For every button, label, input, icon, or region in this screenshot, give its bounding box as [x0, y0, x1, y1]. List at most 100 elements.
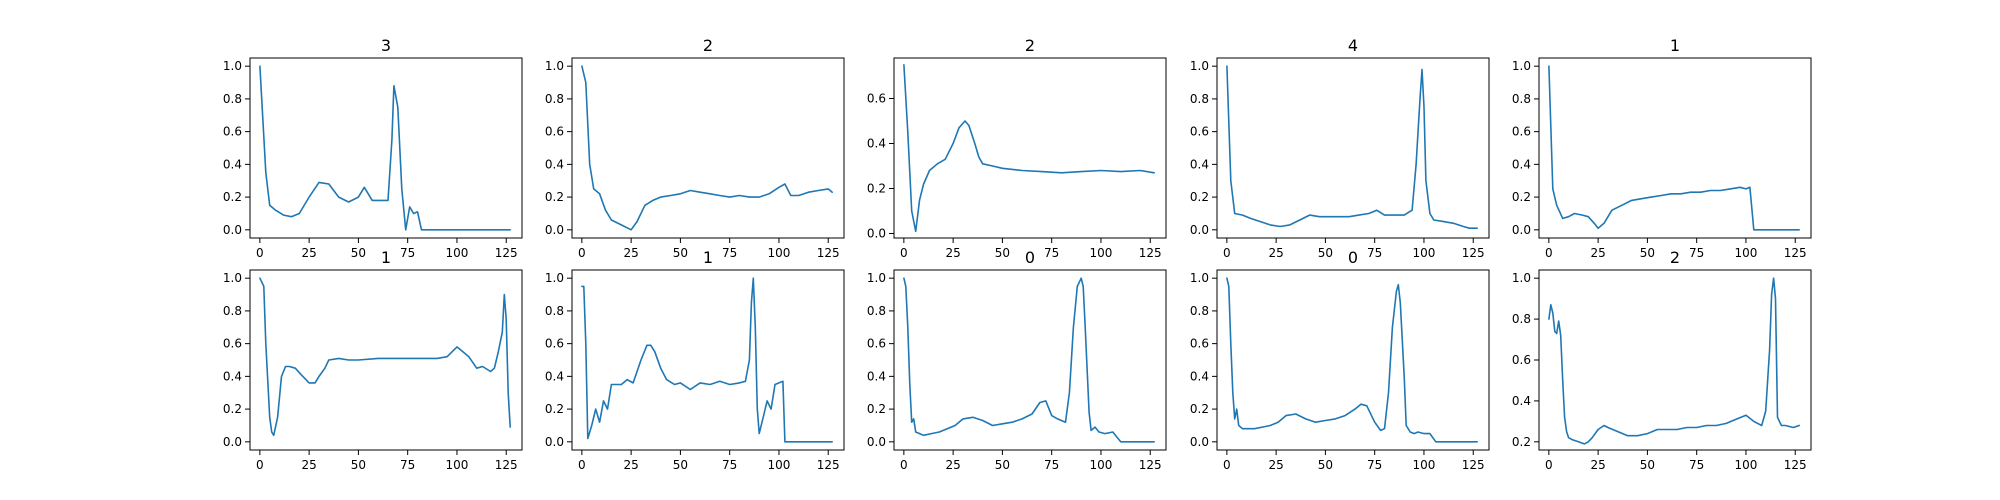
y-tick-label: 0.0: [867, 435, 886, 449]
series-line: [581, 277, 834, 443]
subplot-title: 1: [381, 248, 391, 267]
x-tick-label: 0: [578, 458, 586, 472]
subplot-5: 0 25 50 75 100 125 0.0 0.2 0.4 0.6 0.8 1.0 1: [1512, 36, 1812, 260]
x-tick-label: 75: [400, 458, 415, 472]
y-tick-label: 1.0: [1190, 59, 1209, 73]
y-tick-label: 0.8: [1190, 92, 1209, 106]
series-line: [1226, 65, 1478, 229]
y-tick-label: 0.6: [545, 337, 564, 351]
y-tick-label: 0.6: [867, 337, 886, 351]
subplot-title: 0: [1348, 248, 1358, 267]
subplot-3: 0 25 50 75 100 125 0.0 0.2 0.4 0.6 2: [867, 36, 1167, 260]
series-line: [1548, 65, 1800, 231]
series-line: [1226, 277, 1478, 443]
x-tick-label: 50: [1640, 458, 1655, 472]
subplot-title: 3: [381, 36, 391, 55]
y-tick-label: 0.2: [223, 190, 242, 204]
y-tick-label: 0.2: [1512, 435, 1531, 449]
subplot-title: 2: [703, 36, 713, 55]
subplot-title: 2: [1025, 36, 1035, 55]
subplot-9: 0 25 50 75 100 125 0.0 0.2 0.4 0.6 0.8 1.0 0: [1190, 248, 1490, 472]
y-tick-label: 0.8: [1190, 304, 1209, 318]
x-tick-label: 25: [623, 458, 638, 472]
x-tick-label: 50: [995, 458, 1010, 472]
y-tick-label: 0.6: [223, 337, 242, 351]
x-tick-label: 100: [1735, 246, 1758, 260]
axes-frame: [1538, 57, 1812, 239]
x-tick-label: 25: [945, 246, 960, 260]
x-tick-label: 75: [722, 458, 737, 472]
y-tick-label: 1.0: [1512, 271, 1531, 285]
x-tick-label: 125: [1784, 246, 1807, 260]
y-tick-label: 0.8: [1512, 312, 1531, 326]
x-tick-label: 0: [1223, 246, 1231, 260]
y-tick-label: 1.0: [223, 271, 242, 285]
x-tick-label: 50: [351, 458, 366, 472]
x-tick-label: 125: [1139, 458, 1162, 472]
x-tick-label: 75: [1044, 458, 1059, 472]
x-tick-label: 125: [817, 458, 840, 472]
x-tick-label: 100: [446, 246, 469, 260]
x-tick-label: 125: [817, 246, 840, 260]
x-tick-label: 100: [1090, 246, 1113, 260]
axes-frame: [1538, 269, 1812, 451]
y-tick-label: 0.4: [545, 369, 564, 383]
x-tick-label: 0: [1223, 458, 1231, 472]
x-tick-label: 125: [495, 246, 518, 260]
y-tick-label: 0.2: [867, 182, 886, 196]
x-tick-label: 0: [900, 246, 908, 260]
x-tick-label: 75: [1689, 458, 1704, 472]
x-tick-label: 100: [446, 458, 469, 472]
y-tick-label: 0.8: [545, 304, 564, 318]
x-tick-label: 75: [1367, 458, 1382, 472]
x-tick-label: 50: [351, 246, 366, 260]
series-line: [259, 277, 512, 437]
series-line: [1548, 277, 1800, 445]
y-tick-label: 0.0: [223, 223, 242, 237]
x-tick-label: 25: [623, 246, 638, 260]
y-tick-label: 0.4: [223, 157, 242, 171]
axes-frame: [249, 269, 523, 451]
x-tick-label: 25: [301, 246, 316, 260]
y-tick-label: 0.0: [1190, 435, 1209, 449]
series-line: [581, 65, 834, 231]
x-tick-label: 125: [1462, 458, 1485, 472]
y-tick-label: 0.6: [1512, 353, 1531, 367]
x-tick-label: 100: [768, 458, 791, 472]
y-tick-label: 0.2: [1512, 190, 1531, 204]
y-tick-label: 0.6: [867, 92, 886, 106]
y-tick-label: 0.8: [545, 92, 564, 106]
axes-frame: [571, 269, 845, 451]
y-tick-label: 0.0: [545, 435, 564, 449]
x-tick-label: 0: [256, 246, 264, 260]
x-tick-label: 0: [900, 458, 908, 472]
y-tick-label: 0.4: [223, 369, 242, 383]
subplot-2: 0 25 50 75 100 125 0.0 0.2 0.4 0.6 0.8 1.0 2: [545, 36, 845, 260]
x-tick-label: 50: [673, 458, 688, 472]
y-tick-label: 0.6: [1190, 337, 1209, 351]
x-tick-label: 25: [301, 458, 316, 472]
subplot-6: 0 25 50 75 100 125 0.0 0.2 0.4 0.6 0.8 1.0 1: [223, 248, 523, 472]
x-tick-label: 0: [256, 458, 264, 472]
x-tick-label: 75: [1044, 246, 1059, 260]
x-tick-label: 75: [1689, 246, 1704, 260]
y-tick-label: 0.4: [1512, 157, 1531, 171]
x-tick-label: 50: [995, 246, 1010, 260]
subplot-title: 1: [703, 248, 713, 267]
x-tick-label: 0: [578, 246, 586, 260]
y-tick-label: 1.0: [1512, 59, 1531, 73]
y-tick-label: 1.0: [545, 271, 564, 285]
y-tick-label: 0.6: [1190, 125, 1209, 139]
axes-frame: [893, 269, 1167, 451]
x-tick-label: 25: [945, 458, 960, 472]
y-tick-label: 0.2: [867, 402, 886, 416]
x-tick-label: 75: [400, 246, 415, 260]
y-tick-label: 0.4: [1190, 157, 1209, 171]
y-tick-label: 0.6: [223, 125, 242, 139]
subplot-title: 2: [1670, 248, 1680, 267]
subplot-title: 0: [1025, 248, 1035, 267]
x-tick-label: 25: [1268, 246, 1283, 260]
series-line: [259, 65, 512, 231]
x-tick-label: 25: [1268, 458, 1283, 472]
